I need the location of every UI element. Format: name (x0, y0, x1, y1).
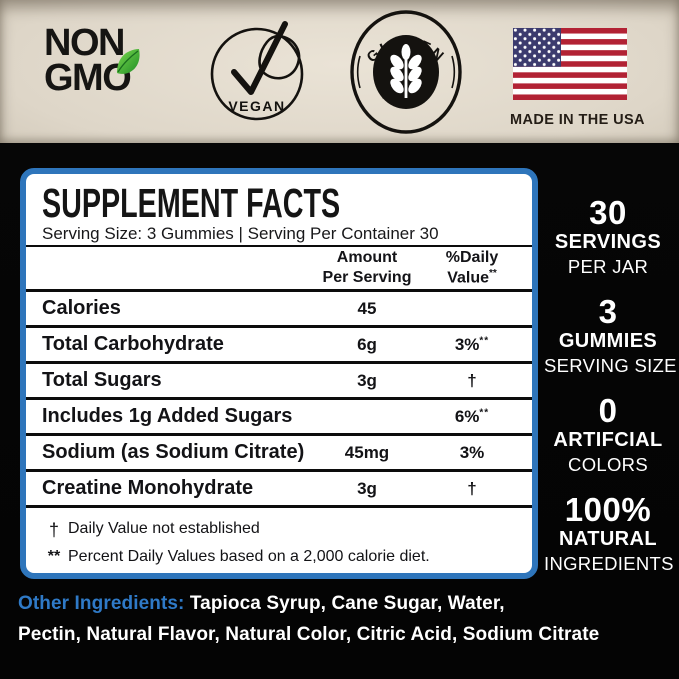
other-ingredients-label: Other Ingredients: (18, 593, 185, 614)
non-gmo-line1: NON (44, 22, 125, 64)
vegan-badge-label: VEGAN (228, 98, 285, 114)
table-row: Creatine Monohydrate 3g † (26, 472, 532, 508)
column-header-daily-value: %Daily Value** (445, 249, 499, 287)
gluten-free-badge: GLUTEN FREE (350, 10, 462, 134)
benefits-sidebar: 30 SERVINGS PER JAR 3 GUMMIES SERVING SI… (544, 194, 677, 593)
table-row: Includes 1g Added Sugars 6%** (26, 400, 532, 436)
leaf-icon (117, 48, 140, 74)
vegan-badge: VEGAN (210, 21, 304, 121)
column-header-amount: Amount Per Serving (322, 249, 412, 286)
supplement-facts-panel: SUPPLEMENT FACTS Serving Size: 3 Gummies… (20, 168, 538, 579)
table-row: Calories 45 (26, 292, 532, 328)
claim-natural-ingredients: 100% NATURAL INGREDIENTS (544, 491, 674, 575)
claim-no-artificial-colors: 0 ARTIFCIAL COLORS (553, 392, 663, 476)
claim-gummies: 3 GUMMIES SERVING SIZE (544, 293, 677, 377)
other-ingredients: Other Ingredients: Tapioca Syrup, Cane S… (18, 589, 658, 651)
made-in-usa-badge: MADE IN THE USA (510, 28, 645, 128)
ingredients-line1: Tapioca Syrup, Cane Sugar, Water, (189, 593, 505, 614)
panel-title: SUPPLEMENT FACTS (42, 180, 341, 226)
table-header-row: Amount Per Serving %Daily Value** (26, 247, 532, 292)
us-flag-icon (513, 28, 627, 100)
ingredients-line2: Pectin, Natural Flavor, Natural Color, C… (18, 623, 600, 645)
wheat-icon (390, 44, 422, 98)
table-row: Total Carbohydrate 6g 3%** (26, 328, 532, 364)
non-gmo-badge: NON GMO (44, 22, 140, 99)
table-row: Total Sugars 3g † (26, 364, 532, 400)
claim-servings: 30 SERVINGS PER JAR (554, 194, 662, 277)
certification-bar: NON GMO VEGAN (0, 0, 679, 143)
table-row: Sodium (as Sodium Citrate) 45mg 3% (26, 436, 532, 472)
serving-info: Serving Size: 3 Gummies | Serving Per Co… (42, 224, 439, 243)
panel-header: SUPPLEMENT FACTS Serving Size: 3 Gummies… (26, 174, 532, 247)
footnote-daily-value: ** Percent Daily Values based on a 2,000… (47, 547, 430, 565)
footnote-dagger: † Daily Value not established (48, 520, 260, 540)
non-gmo-line2: GMO (44, 56, 132, 99)
made-in-usa-label: MADE IN THE USA (510, 112, 645, 128)
footnotes: † Daily Value not established ** Percent… (26, 508, 532, 573)
